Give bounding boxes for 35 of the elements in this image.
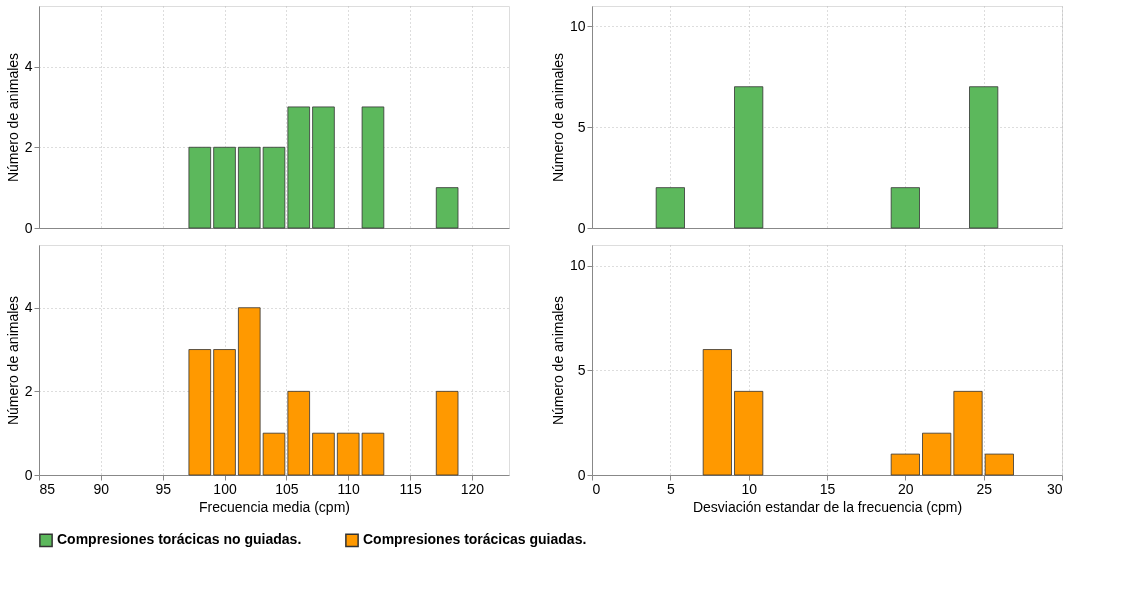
- legend-label: Compresiones torácicas guiadas.: [363, 531, 587, 548]
- x-axis-title: Frecuencia media (cpm): [199, 498, 350, 515]
- y-axis-title: Número de animales: [549, 52, 566, 183]
- x-tick-label: 95: [155, 480, 172, 497]
- y-tick-label: 0: [577, 466, 586, 483]
- x-tick-label: 90: [93, 480, 110, 497]
- y-tick-label: 5: [577, 118, 586, 135]
- x-tick-label: 115: [399, 480, 422, 497]
- y-tick-label: 5: [577, 361, 586, 378]
- y-axis-title: Número de animales: [4, 295, 21, 426]
- y-tick-label: 0: [577, 219, 586, 236]
- y-tick-label: 4: [24, 58, 33, 75]
- y-tick-label: 2: [24, 138, 33, 155]
- x-tick-label: 20: [898, 480, 914, 497]
- y-tick-label: 4: [24, 299, 33, 316]
- x-tick-label: 120: [460, 480, 485, 497]
- y-tick-label: 10: [569, 257, 586, 274]
- y-axis-title: Número de animales: [549, 295, 566, 426]
- x-tick-label: 5: [666, 480, 675, 497]
- x-tick-label: 10: [741, 480, 758, 497]
- x-tick-label: 105: [275, 480, 299, 497]
- x-tick-label: 85: [39, 480, 56, 497]
- x-tick-label: 100: [213, 480, 237, 497]
- x-tick-label: 0: [592, 480, 601, 497]
- x-axis-title: Desviación estandar de la frecuencia (cpm): [692, 498, 963, 515]
- y-tick-label: 0: [24, 219, 33, 236]
- legend-label: Compresiones torácicas no guiadas.: [57, 531, 302, 548]
- x-tick-label: 30: [1046, 480, 1063, 497]
- y-axis-title: Número de animales: [4, 52, 21, 183]
- x-tick-label: 25: [976, 480, 993, 497]
- x-tick-label: 15: [819, 480, 836, 497]
- y-tick-label: 0: [24, 466, 33, 483]
- x-tick-label: 110: [337, 480, 361, 497]
- y-tick-label: 10: [569, 17, 586, 34]
- y-tick-label: 2: [24, 382, 33, 399]
